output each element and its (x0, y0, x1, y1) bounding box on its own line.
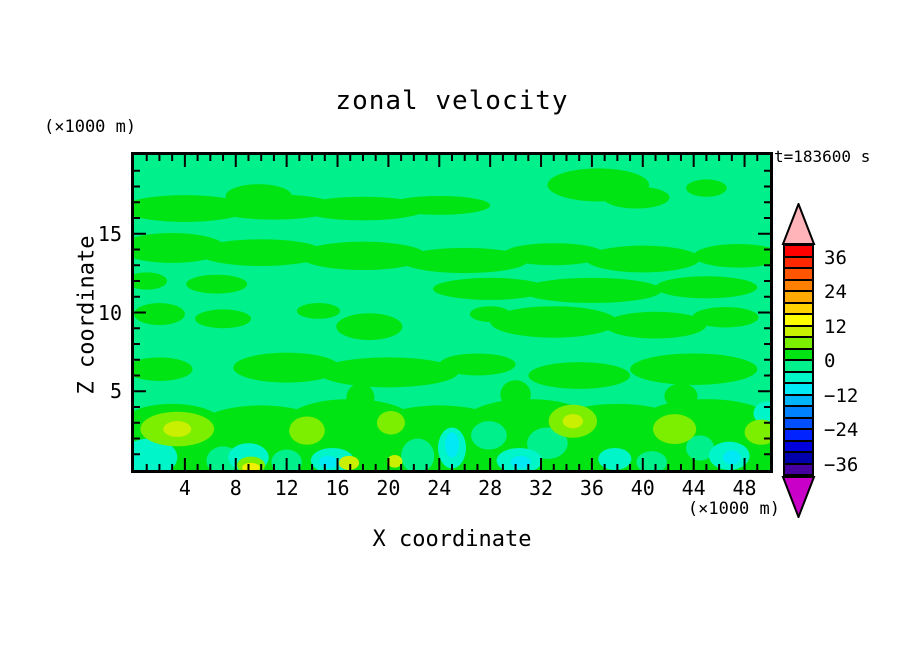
y-tick-label: 5 (109, 379, 122, 404)
colorbar-over-arrow-shape (781, 203, 816, 245)
colorbar-cell-32..36 (785, 257, 812, 269)
x-tick-label: 36 (579, 476, 604, 500)
axis-ticks (134, 155, 770, 470)
colorbar-cell--8..-4 (785, 372, 812, 384)
x-tick-label: 32 (528, 476, 554, 500)
x-tick-label: 12 (274, 476, 299, 500)
colorbar-tick-label: −12 (824, 384, 859, 407)
x-tick-label: 48 (732, 476, 757, 500)
colorbar-tick-label: 0 (824, 350, 836, 372)
chart-title: zonal velocity (335, 86, 569, 116)
x-tick-label: 28 (478, 476, 503, 500)
x-tick-label: 20 (376, 476, 401, 500)
y-axis-unit-label: (×1000 m) (44, 117, 137, 137)
y-tick-label: 15 (97, 221, 122, 246)
x-tick-label: 16 (325, 476, 350, 500)
x-axis-title: X coordinate (372, 527, 532, 552)
colorbar-tick-label: −24 (824, 419, 859, 441)
y-tick-label: 10 (97, 300, 122, 325)
colorbar-cell--24..-20 (785, 418, 812, 430)
colorbar-tick-label: 36 (824, 246, 847, 269)
contour-field (134, 155, 770, 470)
colorbar-tick-label: 24 (824, 281, 847, 303)
contour-level-minus4-to-0-holes (206, 421, 715, 470)
colorbar-cell-16..20 (785, 303, 812, 315)
colorbar-cell-0..4 (785, 349, 812, 361)
x-tick-label: 40 (630, 476, 655, 500)
colorbar-cell-8..12 (785, 326, 812, 338)
x-tick-label: 24 (427, 476, 452, 500)
colorbar-cell-12..16 (785, 315, 812, 327)
colorbar-cell-24..28 (785, 280, 812, 292)
colorbar-cell--4..0 (785, 361, 812, 373)
colorbar-cell-20..24 (785, 292, 812, 304)
colorbar-cell--16..-12 (785, 395, 812, 407)
x-tick-label: 44 (681, 476, 706, 500)
colorbar-cell--36..-32 (785, 453, 812, 465)
colorbar-cell-36..40 (785, 246, 812, 258)
contour-level-8-to-12 (163, 414, 584, 470)
colorbar-cell--40..-36 (785, 464, 812, 474)
colorbar (783, 244, 814, 476)
colorbar-cell--32..-28 (785, 441, 812, 453)
colorbar-cell-4..8 (785, 338, 812, 350)
contour-level-12-to-16 (242, 462, 260, 470)
x-tick-label: 4 (178, 476, 191, 500)
colorbar-cell--12..-8 (785, 384, 812, 396)
x-axis-unit-label: (×1000 m) (687, 499, 780, 519)
colorbar-tick-label: 12 (824, 315, 847, 338)
colorbar-tick-label: −36 (824, 453, 859, 476)
x-tick-label: 8 (229, 476, 242, 500)
plot-frame (131, 152, 773, 473)
colorbar-cell-28..32 (785, 269, 812, 281)
colorbar-over-arrow (781, 203, 816, 245)
contour-plot-area (131, 152, 773, 473)
colorbar-cell--28..-24 (785, 430, 812, 442)
timestamp-label: t=183600 s (774, 147, 871, 166)
colorbar-under-arrow (781, 476, 816, 518)
colorbar-under-arrow-shape (781, 476, 816, 518)
colorbar-cell--20..-16 (785, 407, 812, 419)
contour-level-minus12-to-minus8 (319, 432, 741, 469)
